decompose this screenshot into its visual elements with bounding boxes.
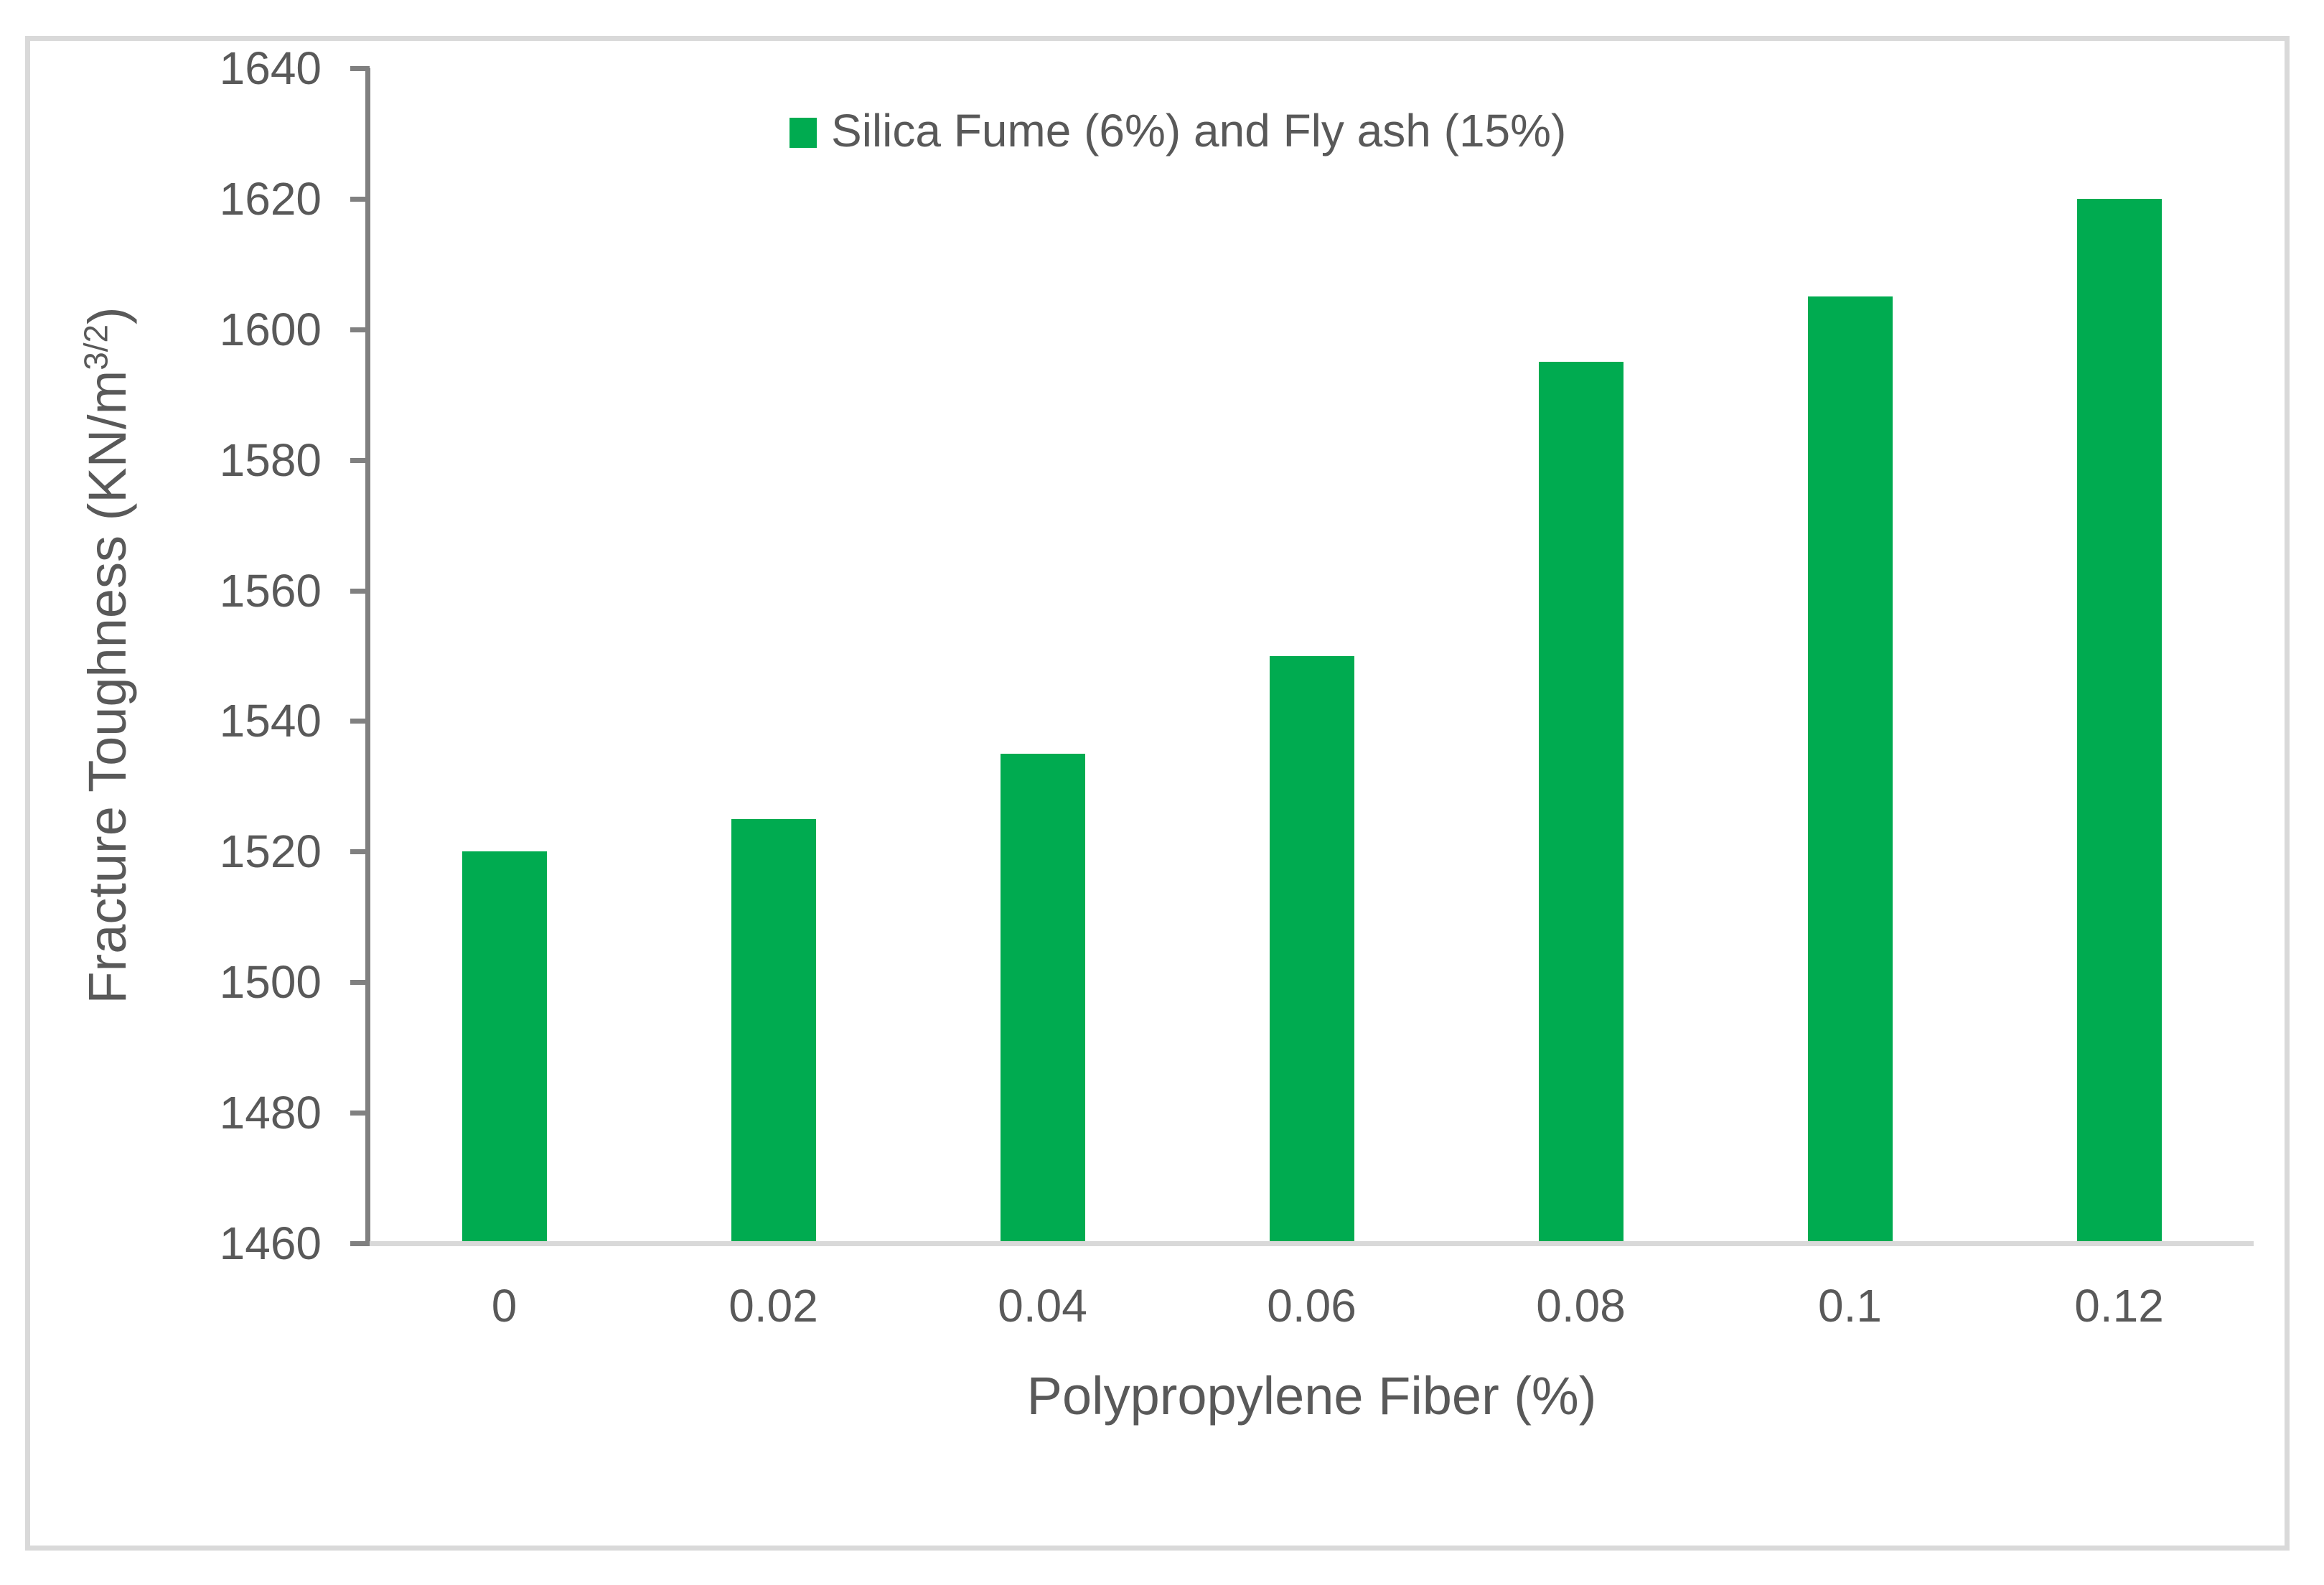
y-tick-label: 1520 <box>219 826 322 878</box>
y-tick-label: 1480 <box>219 1087 322 1139</box>
y-tick-mark <box>350 849 370 855</box>
bar-0.02 <box>731 818 816 1243</box>
x-tick-label: 0.1 <box>1818 1280 1882 1332</box>
category-axis-line <box>370 1241 2254 1246</box>
x-tick-label: 0.02 <box>728 1280 818 1332</box>
x-axis-title: Polypropylene Fiber (%) <box>1026 1366 1597 1426</box>
bar-0 <box>461 851 547 1243</box>
y-tick-mark <box>350 588 370 594</box>
y-tick-label: 1600 <box>219 303 322 355</box>
y-tick-label: 1640 <box>219 42 322 94</box>
legend: Silica Fume (6%) and Fly ash (15%) <box>789 108 1566 158</box>
y-tick-mark <box>350 457 370 463</box>
y-tick-mark <box>350 1241 370 1246</box>
y-tick-mark <box>350 980 370 986</box>
chart-border-frame <box>25 36 2290 1551</box>
y-tick-label: 1540 <box>219 695 322 747</box>
y-tick-label: 1620 <box>219 172 322 225</box>
x-tick-label: 0.04 <box>998 1280 1087 1332</box>
y-tick-label: 1460 <box>219 1217 322 1269</box>
y-tick-label: 1560 <box>219 564 322 617</box>
y-tick-mark <box>350 66 370 71</box>
x-tick-label: 0.06 <box>1267 1280 1357 1332</box>
y-tick-mark <box>350 327 370 332</box>
y-axis-title: Fracture Toughness (KN/m3/2) <box>77 307 137 1004</box>
bar-0.1 <box>1807 296 1893 1243</box>
y-tick-mark <box>350 1111 370 1116</box>
value-axis-line <box>365 68 370 1245</box>
bar-0.08 <box>1538 362 1623 1243</box>
y-tick-label: 1580 <box>219 434 322 486</box>
x-tick-label: 0 <box>491 1280 517 1332</box>
y-tick-mark <box>350 719 370 724</box>
bar-0.04 <box>1000 753 1085 1243</box>
bar-0.06 <box>1269 655 1354 1243</box>
y-tick-label: 1500 <box>219 956 322 1009</box>
y-tick-mark <box>350 196 370 202</box>
legend-color-swatch <box>789 118 817 148</box>
x-tick-label: 0.08 <box>1536 1280 1626 1332</box>
x-tick-label: 0.12 <box>2074 1280 2164 1332</box>
legend-label: Silica Fume (6%) and Fly ash (15%) <box>831 105 1567 156</box>
bar-0.12 <box>2076 198 2162 1243</box>
